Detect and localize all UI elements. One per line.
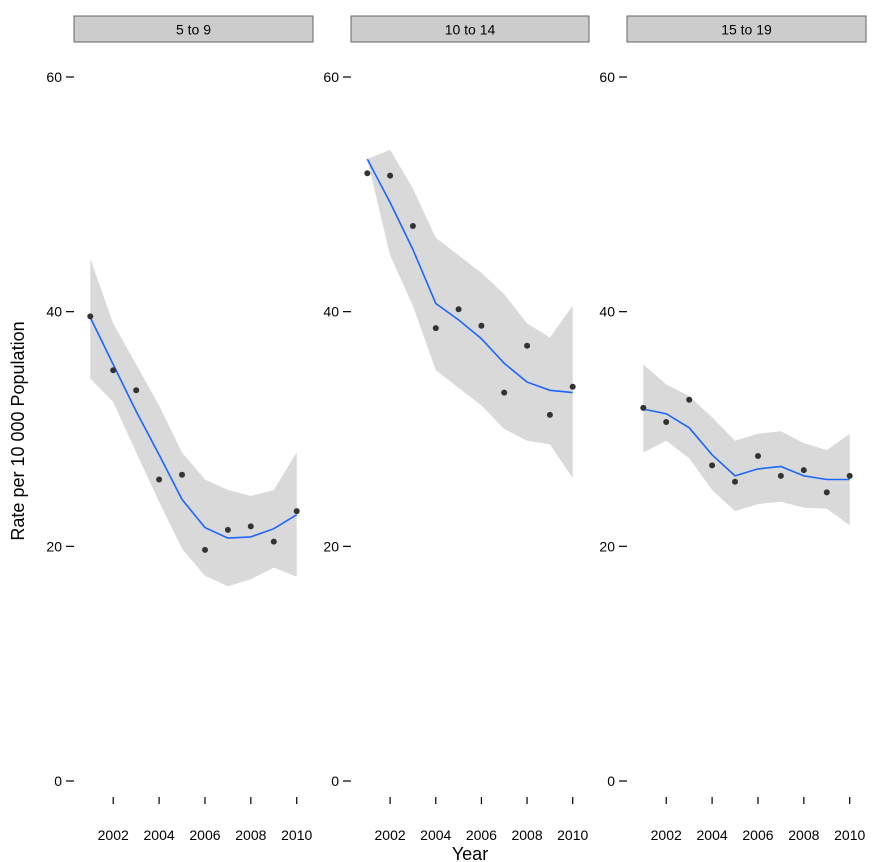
data-point: [432, 325, 439, 332]
data-point: [709, 462, 716, 469]
smooth-line: [366, 158, 573, 394]
x-tick-label: 2008: [788, 827, 819, 843]
data-point: [640, 404, 647, 411]
x-tick-label: 2006: [466, 827, 497, 843]
confidence-band: [90, 258, 297, 587]
data-point: [524, 342, 531, 349]
data-point: [478, 322, 485, 329]
data-point: [247, 523, 254, 530]
data-point: [387, 172, 394, 179]
data-point: [501, 389, 508, 396]
facet-strip: [73, 15, 314, 43]
x-tick-label: 2006: [189, 827, 220, 843]
x-tick-label: 2008: [235, 827, 266, 843]
x-tick-label: 2008: [511, 827, 542, 843]
facet-strip: [626, 15, 867, 43]
data-point: [800, 467, 807, 474]
data-point: [755, 453, 761, 459]
x-tick-label: 2004: [420, 827, 451, 843]
x-tick-label: 2002: [651, 827, 682, 843]
x-tick-label: 2002: [98, 827, 129, 843]
y-tick-label: 0: [607, 773, 615, 789]
facet-panel: 15 to 19 0 20 40 60 2002 2004 2006 2008 2010: [599, 15, 867, 843]
y-tick-label: 60: [323, 69, 339, 85]
data-point: [455, 306, 462, 313]
x-tick-label: 2010: [281, 827, 312, 843]
data-point: [409, 223, 416, 229]
x-tick-label: 2004: [144, 827, 175, 843]
data-point: [546, 411, 553, 418]
x-tick-label: 2010: [557, 827, 588, 843]
data-point: [293, 508, 300, 515]
data-point: [686, 396, 693, 403]
y-tick-label: 0: [331, 773, 339, 789]
y-tick-label: 60: [46, 69, 62, 85]
data-point: [179, 471, 185, 478]
facet-panel: 10 to 14 0 20 40 60 2002 2004 2006 2008 2010: [323, 15, 590, 843]
y-tick-label: 60: [599, 69, 615, 85]
data-point: [823, 489, 830, 496]
data-point: [777, 472, 784, 479]
confidence-band: [367, 149, 573, 479]
y-tick-label: 0: [54, 773, 62, 789]
data-point: [364, 170, 371, 177]
data-point: [270, 538, 277, 545]
smooth-line: [643, 408, 850, 481]
confidence-band: [643, 364, 850, 526]
data-point: [224, 526, 231, 533]
facet-strip-label: 15 to 19: [721, 22, 772, 38]
facet-strip-label: 5 to 9: [176, 22, 211, 38]
data-point: [846, 472, 853, 479]
data-point: [156, 476, 163, 483]
y-tick-label: 40: [599, 304, 615, 320]
facet-strip: [350, 15, 590, 43]
y-axis-title: Rate per 10 000 Population: [8, 321, 28, 540]
facet-strip-label: 10 to 14: [445, 22, 496, 38]
y-tick-label: 20: [46, 538, 62, 554]
data-point: [732, 478, 738, 485]
x-tick-label: 2010: [834, 827, 865, 843]
y-tick-label: 40: [46, 304, 62, 320]
data-point: [202, 546, 208, 553]
x-axis-title: Year: [452, 844, 488, 862]
x-tick-label: 2004: [697, 827, 728, 843]
x-tick-label: 2006: [742, 827, 773, 843]
data-point: [87, 313, 94, 320]
smooth-line: [89, 317, 298, 539]
data-point: [569, 383, 576, 390]
data-point: [663, 419, 670, 425]
facet-panel: 5 to 9 0 20 40 60 2002 2004 2006 2008 2010: [46, 15, 314, 843]
data-point: [110, 367, 117, 374]
y-tick-label: 20: [323, 538, 339, 554]
x-tick-label: 2002: [375, 827, 406, 843]
data-point: [133, 387, 140, 394]
y-tick-label: 40: [323, 304, 339, 320]
y-tick-label: 20: [599, 538, 615, 554]
